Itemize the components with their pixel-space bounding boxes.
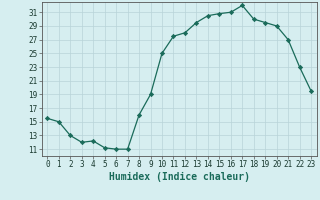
X-axis label: Humidex (Indice chaleur): Humidex (Indice chaleur) (109, 172, 250, 182)
